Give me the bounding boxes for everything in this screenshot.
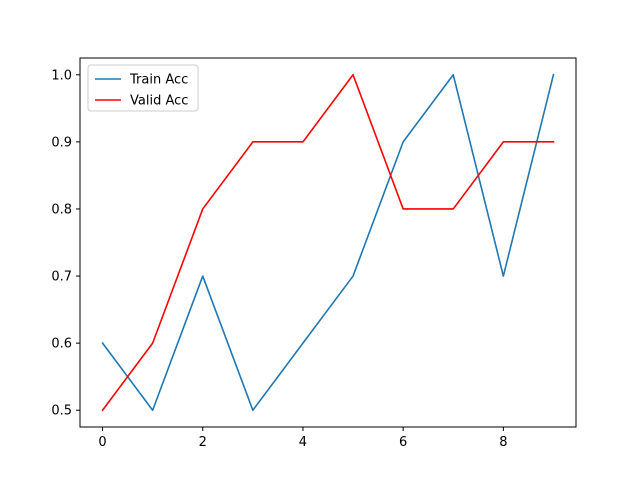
x-tick-label: 4	[299, 435, 307, 450]
axes-frame	[79, 57, 577, 428]
x-tick-label: 6	[399, 435, 407, 450]
y-tick-label: 0.6	[51, 337, 72, 352]
x-tick-label: 0	[98, 435, 106, 450]
series-layer	[101, 73, 555, 412]
y-tick-label: 0.9	[51, 135, 72, 150]
legend-label: Valid Acc	[130, 94, 188, 109]
x-tick-label: 8	[499, 435, 507, 450]
y-tick-label: 1.0	[51, 68, 72, 83]
x-tick-label: 2	[199, 435, 207, 450]
y-tick-label: 0.5	[51, 404, 72, 419]
legend-label: Train Acc	[129, 73, 188, 88]
y-tick-label: 0.7	[51, 270, 72, 285]
ticks-layer: 0 2 4 6 8 0.5 0.6 0.7 0.8 0.9 1.0	[51, 68, 507, 450]
legend: Train Acc Valid Acc	[87, 64, 199, 112]
y-tick-label: 0.8	[51, 202, 72, 217]
series-line-valid-acc	[101, 73, 555, 412]
